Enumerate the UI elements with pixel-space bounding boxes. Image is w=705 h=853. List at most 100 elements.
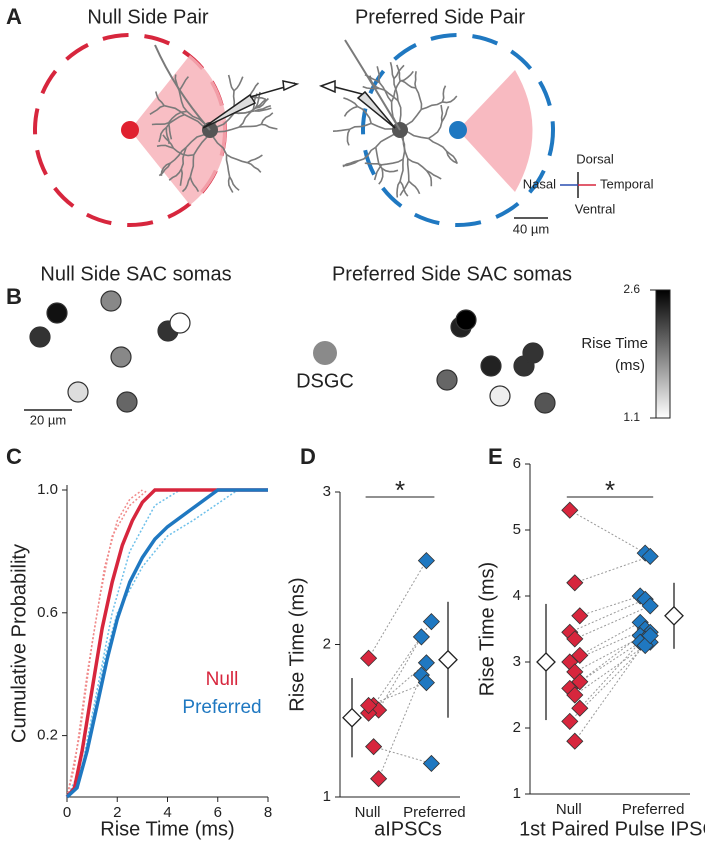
data-point [360,649,378,667]
dendrite [415,87,423,110]
dendrite [446,150,458,164]
dsgc-label: DSGC [296,370,354,392]
dendrite [399,180,409,197]
dendrite [346,128,351,146]
data-point [566,630,584,648]
dendrite [155,91,165,107]
dendrite [396,180,401,198]
dendrite [414,71,417,89]
x-tick-label: 0 [63,804,71,821]
axis [339,492,460,798]
dendrite [239,123,262,128]
panel-label: E [488,444,503,469]
sac-soma [67,381,89,403]
dendrite [441,105,450,123]
y-tick-label: 6 [513,455,521,472]
colorbar-label: (ms) [615,357,645,374]
dendrite [378,168,384,185]
dendrite [421,101,443,111]
sac-soma [169,312,191,334]
data-point [360,696,378,715]
dendrite [156,144,174,149]
compass-label: Ventral [575,201,616,216]
sac-soma [436,369,458,391]
y-tick-label: 1 [323,788,331,805]
sac-soma [110,346,132,368]
dendrite [149,104,165,115]
mean-cdf [65,488,268,799]
data-point [641,597,659,615]
dendrite [400,79,416,89]
data-point [566,732,584,750]
dendrite [373,164,383,181]
data-point [561,712,579,730]
colorbar-tick-label: 1.1 [623,410,640,424]
sac-soma [480,355,502,377]
data-point [571,607,589,625]
dendrite [226,153,248,164]
dendrite [248,82,260,98]
mean-point [536,652,556,672]
y-tick-label: 1.0 [37,481,58,498]
y-axis-label: Rise Time (ms) [476,562,498,696]
data-point [561,501,579,519]
panel-label: A [6,4,22,29]
dendrite [332,128,350,132]
mean-cdf [65,488,268,799]
x-tick-label: Null [556,801,582,818]
dendrite [406,158,410,182]
dendrite [227,176,234,193]
pair-line [373,746,432,764]
panel-title: Preferred Side SAC somas [332,263,572,285]
x-tick-label: 8 [264,804,272,821]
dendrite [445,150,458,164]
dendrite [393,64,405,80]
receptive-fields [33,33,555,227]
dendrite [151,121,169,126]
data-point [417,654,435,672]
y-tick-label: 2 [513,719,521,736]
pair-line [569,509,646,554]
dendrite [428,121,443,140]
dendrite [343,97,359,108]
dendrite [169,146,187,164]
x-axis-label: 1st Paired Pulse IPSC [519,818,705,840]
legend-entry: Null [206,669,239,690]
dendrite [168,168,183,181]
pair-line [368,560,427,659]
dendrite [247,161,262,173]
pair-line [579,621,641,656]
sac-soma [116,391,138,413]
significance: * [605,475,615,505]
mean-point [342,707,362,728]
dendrite [181,176,192,193]
colorbar-tick-label: 2.6 [623,282,640,296]
x-tick-label: 4 [163,804,171,821]
y-tick-label: 3 [513,653,521,670]
pair-line [569,638,646,689]
dendrite [179,168,184,186]
pair-line [574,635,651,742]
dendrite [389,62,395,79]
data-point [571,673,589,691]
dendrite [426,169,442,180]
sac-soma [100,290,122,312]
pair-line [574,555,651,584]
dendrite [227,74,235,92]
dendrite [225,154,231,177]
compass-label: Temporal [600,176,654,191]
dendrite [425,170,433,187]
y-tick-label: 2 [323,635,331,652]
panel-label: B [6,284,22,309]
dendrite [165,127,170,144]
dendrite [379,87,399,102]
dendrite [407,157,428,172]
dendrite [261,123,278,130]
pair-line [574,605,651,640]
dendrite [442,95,458,104]
sac-soma [46,302,68,324]
data-point [422,613,440,631]
x-tick-label: Null [355,804,381,821]
data-point [370,770,388,788]
